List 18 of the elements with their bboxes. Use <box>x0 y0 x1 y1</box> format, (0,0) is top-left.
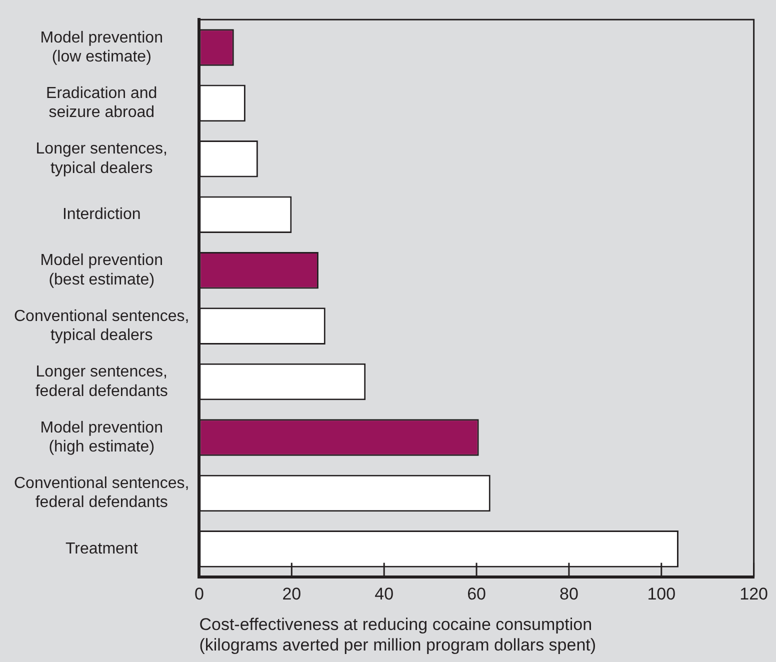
y-tick-label: Conventional sentences, typical dealers <box>14 308 190 344</box>
y-tick-label: Eradication and seizure abroad <box>46 84 158 122</box>
x-tick-label: 0 <box>194 584 204 604</box>
y-tick-label: Treatment <box>65 540 138 558</box>
x-tick-label: 40 <box>374 584 394 604</box>
y-tick-label: Model prevention (high estimate) <box>40 419 163 456</box>
y-tick-label: Model prevention (low estimate) <box>40 29 163 66</box>
y-tick-label: Longer sentences, typical dealers <box>36 140 168 177</box>
y-tick-label: Interdiction <box>62 206 141 224</box>
x-tick-label: 80 <box>559 584 578 604</box>
y-tick-label: Conventional sentences, federal defendants <box>14 475 190 512</box>
x-tick-label: 100 <box>647 584 676 604</box>
x-tick-label: 20 <box>282 584 302 604</box>
x-axis-title: Cost-effectiveness at reducing cocaine consumption (kilograms averted per million program dollars spent) <box>199 615 596 654</box>
y-tick-label: Model prevention (best estimate) <box>40 252 163 288</box>
x-tick-label: 60 <box>467 584 486 604</box>
y-tick-label: Longer sentences, federal defendants <box>35 364 168 400</box>
x-tick-label: 120 <box>740 584 768 604</box>
